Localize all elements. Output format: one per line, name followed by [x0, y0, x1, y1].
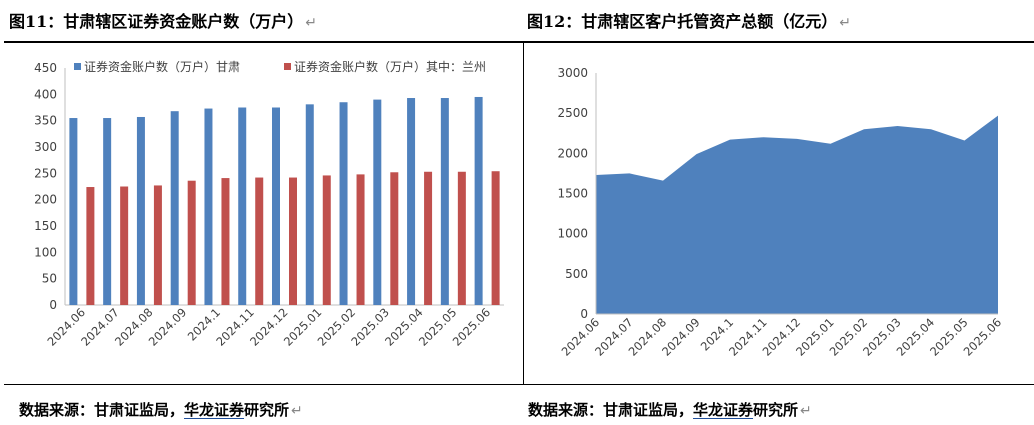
legend-swatch	[284, 63, 291, 70]
right-title-text: 图12：甘肃辖区客户托管资产总额（亿元）	[527, 12, 838, 31]
bar-lanzhou	[491, 171, 500, 305]
bar-lanzhou	[255, 177, 264, 305]
y-tick-label: 300	[34, 140, 57, 154]
bottom-rule	[4, 384, 1034, 385]
y-tick-label: 450	[34, 61, 57, 75]
legend-swatch	[74, 63, 81, 70]
x-tick-label: 2024.09	[146, 305, 190, 349]
bar-lanzhou	[390, 172, 399, 305]
left-figure-title: 图11：甘肃辖区证券资金账户数（万户） ↵	[9, 8, 317, 32]
y-tick-label: 0	[580, 307, 588, 321]
bar-gansu	[373, 99, 382, 305]
return-mark-icon: ↵	[839, 15, 852, 31]
y-tick-label: 0	[49, 298, 57, 312]
right-chart-svg: 0500100015002000250030002024.062024.0720…	[557, 66, 1004, 359]
left-title-text: 图11：甘肃辖区证券资金账户数（万户）	[9, 12, 304, 31]
right-figure-title: 图12：甘肃辖区客户托管资产总额（亿元） ↵	[527, 8, 851, 32]
area-series	[596, 115, 998, 315]
y-tick-label: 250	[34, 166, 57, 180]
legend-label: 证券资金账户数（万户）其中：兰州	[294, 59, 486, 74]
y-tick-label: 2000	[557, 146, 588, 160]
left-chart: 0 50 100 150 200 250 300 350 400 450 2024.06 2024.0…	[4, 43, 522, 383]
bar-lanzhou	[457, 171, 466, 305]
source-prefix: 数据来源：甘肃证监局，	[19, 401, 185, 419]
source-link[interactable]: 华龙证券	[184, 401, 245, 419]
source-suffix: 研究所	[244, 401, 290, 419]
bar-gansu	[170, 111, 179, 305]
bar-gansu	[136, 116, 145, 305]
left-chart-svg: 0501001502002503003504004502024.062024.0…	[34, 59, 504, 349]
bar-gansu	[204, 108, 213, 305]
bar-lanzhou	[86, 187, 95, 305]
y-tick-label: 50	[42, 272, 57, 286]
bar-lanzhou	[221, 178, 230, 305]
bar-gansu	[440, 98, 449, 305]
bar-gansu	[474, 96, 483, 305]
bar-lanzhou	[187, 180, 196, 305]
y-tick-label: 400	[34, 87, 57, 101]
return-mark-icon: ↵	[305, 15, 318, 31]
bar-lanzhou	[356, 174, 365, 305]
y-tick-label: 3000	[557, 66, 588, 80]
y-tick-label: 1000	[557, 227, 588, 241]
bar-gansu	[272, 107, 280, 305]
bar-gansu	[103, 118, 112, 306]
y-tick-label: 1500	[557, 187, 588, 201]
right-chart: 0 500 1000 1500 2000 2500 3000 2024.06 2024.07 20…	[524, 43, 1034, 383]
y-tick-label: 2500	[557, 106, 588, 120]
bar-lanzhou	[322, 175, 331, 305]
bar-lanzhou	[120, 186, 129, 305]
bar-gansu	[407, 98, 416, 305]
source-link[interactable]: 华龙证券	[693, 401, 754, 419]
return-mark-icon: ↵	[291, 403, 303, 419]
bar-gansu	[339, 102, 348, 305]
bar-gansu	[238, 107, 247, 305]
panel-divider	[523, 41, 524, 385]
y-tick-label: 200	[34, 193, 57, 207]
bar-lanzhou	[153, 185, 162, 305]
return-mark-icon: ↵	[800, 403, 812, 419]
source-prefix: 数据来源：甘肃证监局，	[528, 401, 694, 419]
bar-gansu	[305, 104, 314, 305]
y-tick-label: 100	[34, 245, 57, 259]
bar-lanzhou	[289, 177, 297, 305]
y-tick-label: 150	[34, 219, 57, 233]
bar-lanzhou	[424, 171, 433, 305]
right-source: 数据来源：甘肃证监局，华龙证券研究所 ↵	[528, 399, 812, 420]
y-tick-label: 500	[565, 267, 588, 281]
left-source: 数据来源：甘肃证监局，华龙证券研究所 ↵	[19, 399, 303, 420]
bar-gansu	[69, 118, 78, 306]
y-tick-label: 350	[34, 114, 57, 128]
x-tick-label: 2025.06	[450, 305, 494, 349]
legend-label: 证券资金账户数（万户）甘肃	[84, 59, 240, 74]
source-suffix: 研究所	[753, 401, 799, 419]
top-rule	[4, 41, 1034, 43]
